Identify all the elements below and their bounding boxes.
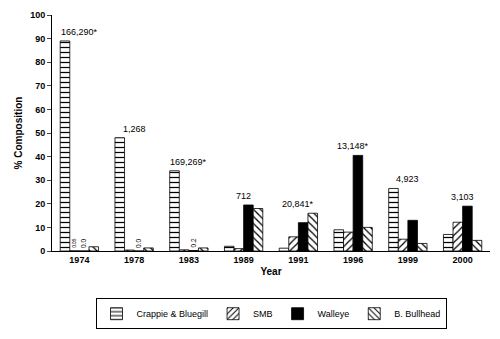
- svg-text:13,148*: 13,148*: [337, 141, 369, 151]
- svg-text:712: 712: [236, 191, 251, 201]
- svg-text:10: 10: [35, 223, 45, 233]
- svg-text:1978: 1978: [124, 255, 144, 265]
- svg-text:50: 50: [35, 128, 45, 138]
- svg-text:0.0: 0.0: [80, 239, 87, 248]
- svg-text:20,841*: 20,841*: [282, 199, 314, 209]
- svg-text:90: 90: [35, 34, 45, 44]
- svg-text:0.05: 0.05: [72, 238, 77, 248]
- svg-text:Year: Year: [260, 266, 281, 277]
- svg-text:% Composition: % Composition: [13, 97, 24, 170]
- svg-text:70: 70: [35, 81, 45, 91]
- svg-text:4,923: 4,923: [396, 174, 419, 184]
- svg-text:3,103: 3,103: [451, 192, 474, 202]
- svg-text:Walleye: Walleye: [318, 309, 350, 319]
- svg-text:B. Bullhead: B. Bullhead: [394, 309, 440, 319]
- svg-text:40: 40: [35, 152, 45, 162]
- svg-text:1991: 1991: [288, 255, 308, 265]
- svg-text:SMB: SMB: [253, 309, 273, 319]
- svg-text:1999: 1999: [398, 255, 418, 265]
- svg-text:2000: 2000: [453, 255, 473, 265]
- svg-text:Crappie & Bluegill: Crappie & Bluegill: [137, 309, 209, 319]
- svg-text:1,268: 1,268: [123, 124, 146, 134]
- svg-text:166,290*: 166,290*: [61, 27, 98, 37]
- svg-text:0.2: 0.2: [190, 238, 197, 247]
- svg-text:1989: 1989: [234, 255, 254, 265]
- svg-text:1974: 1974: [69, 255, 89, 265]
- svg-text:100: 100: [30, 10, 45, 20]
- svg-text:169,269*: 169,269*: [170, 157, 207, 167]
- svg-text:30: 30: [35, 175, 45, 185]
- svg-text:1996: 1996: [343, 255, 363, 265]
- svg-text:20: 20: [35, 199, 45, 209]
- svg-text:80: 80: [35, 57, 45, 67]
- svg-text:0.0: 0.0: [135, 239, 142, 248]
- svg-text:60: 60: [35, 105, 45, 115]
- svg-text:1983: 1983: [179, 255, 199, 265]
- svg-text:0: 0: [40, 246, 45, 256]
